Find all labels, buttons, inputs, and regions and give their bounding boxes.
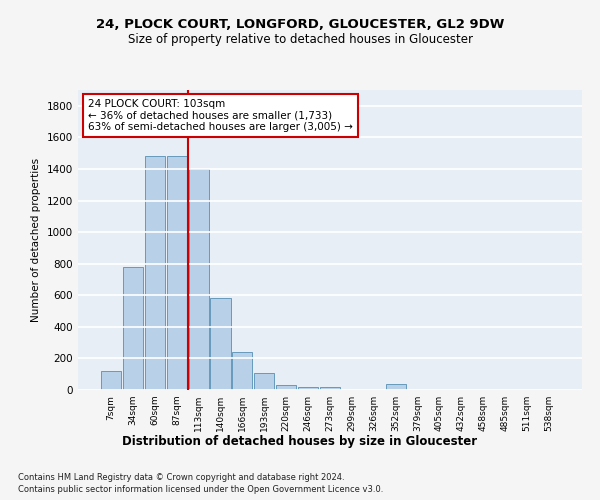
Text: Contains HM Land Registry data © Crown copyright and database right 2024.: Contains HM Land Registry data © Crown c… bbox=[18, 472, 344, 482]
Bar bbox=[320, 387, 340, 390]
Text: 24, PLOCK COURT, LONGFORD, GLOUCESTER, GL2 9DW: 24, PLOCK COURT, LONGFORD, GLOUCESTER, G… bbox=[96, 18, 504, 30]
Bar bbox=[123, 267, 143, 390]
Text: Size of property relative to detached houses in Gloucester: Size of property relative to detached ho… bbox=[128, 32, 473, 46]
Bar bbox=[276, 386, 296, 390]
Bar bbox=[101, 371, 121, 390]
Bar bbox=[386, 384, 406, 390]
Text: Contains public sector information licensed under the Open Government Licence v3: Contains public sector information licen… bbox=[18, 485, 383, 494]
Bar bbox=[188, 169, 209, 390]
Text: Distribution of detached houses by size in Gloucester: Distribution of detached houses by size … bbox=[122, 435, 478, 448]
Text: 24 PLOCK COURT: 103sqm
← 36% of detached houses are smaller (1,733)
63% of semi-: 24 PLOCK COURT: 103sqm ← 36% of detached… bbox=[88, 99, 353, 132]
Bar bbox=[254, 372, 274, 390]
Bar bbox=[167, 156, 187, 390]
Y-axis label: Number of detached properties: Number of detached properties bbox=[31, 158, 41, 322]
Bar bbox=[211, 298, 230, 390]
Bar bbox=[298, 387, 318, 390]
Bar bbox=[145, 156, 165, 390]
Bar bbox=[232, 352, 253, 390]
